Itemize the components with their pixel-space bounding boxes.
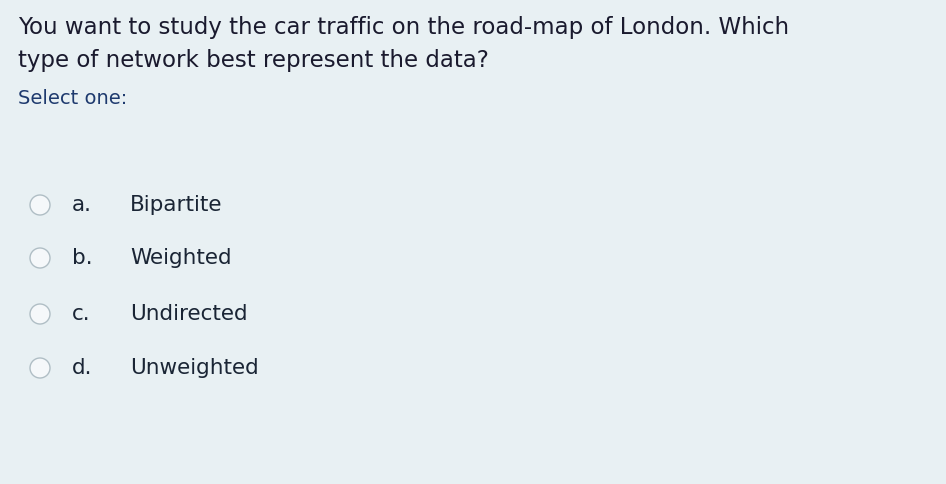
Circle shape xyxy=(30,195,50,215)
Text: d.: d. xyxy=(72,358,93,378)
Text: b.: b. xyxy=(72,248,93,268)
Text: You want to study the car traffic on the road-map of London. Which: You want to study the car traffic on the… xyxy=(18,16,789,39)
Circle shape xyxy=(30,248,50,268)
Circle shape xyxy=(30,358,50,378)
Text: Unweighted: Unweighted xyxy=(130,358,259,378)
Text: Weighted: Weighted xyxy=(130,248,232,268)
Text: Select one:: Select one: xyxy=(18,89,128,108)
Text: Bipartite: Bipartite xyxy=(130,195,222,215)
Text: Undirected: Undirected xyxy=(130,304,248,324)
Text: a.: a. xyxy=(72,195,92,215)
Text: c.: c. xyxy=(72,304,91,324)
Circle shape xyxy=(30,304,50,324)
Text: type of network best represent the data?: type of network best represent the data? xyxy=(18,49,489,72)
